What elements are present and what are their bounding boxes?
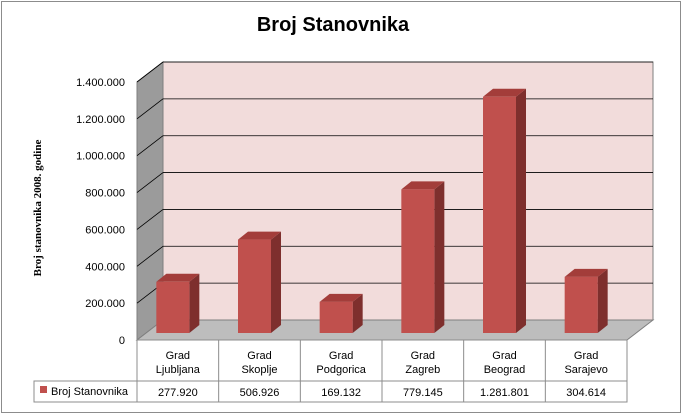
chart-title: Broj Stanovnika: [257, 14, 410, 36]
bar-side: [352, 293, 363, 333]
category-label: Grad: [574, 350, 598, 362]
y-tick-label: 1.000.000: [76, 151, 125, 163]
category-label: Grad: [166, 350, 190, 362]
gridline-side: [136, 172, 164, 193]
value-label: 506.926: [240, 387, 280, 399]
bar-top: [483, 88, 526, 97]
y-axis-label: Broj stanovnika 2008. godine: [32, 140, 44, 277]
value-label: 277.920: [158, 387, 198, 399]
bars: [156, 88, 608, 334]
y-tick-label: 1.400.000: [76, 77, 125, 89]
bar-side: [434, 181, 445, 333]
y-tick-label: 1.200.000: [76, 114, 125, 126]
value-label: 304.614: [566, 387, 606, 399]
bar-top: [564, 268, 608, 277]
y-tick-label: 200.000: [85, 298, 125, 310]
bar-side: [189, 273, 200, 333]
category-label: Grad: [492, 350, 516, 362]
bar-side: [597, 268, 608, 333]
category-label: Skoplje: [241, 364, 277, 376]
y-tick-label: 800.000: [85, 188, 125, 200]
legend-label: Broj Stanovnika: [51, 386, 129, 398]
bar: [483, 96, 516, 334]
category-label: Podgorica: [316, 364, 366, 376]
bar: [319, 301, 353, 333]
category-label: Grad: [411, 350, 435, 362]
bar-side: [516, 88, 526, 334]
bar: [401, 189, 435, 333]
gridline-side: [136, 209, 164, 230]
gridline-side: [136, 98, 164, 120]
category-label: Grad: [247, 350, 271, 362]
category-label: Zagreb: [405, 364, 440, 376]
bar-top: [401, 181, 445, 190]
legend-cell: [33, 380, 138, 403]
bar-top: [156, 273, 200, 282]
y-tick-label: 0: [119, 335, 125, 347]
gridline-side: [136, 61, 164, 83]
bar: [156, 281, 190, 333]
gridline-side: [136, 135, 164, 157]
bar: [238, 239, 271, 333]
legend-swatch: [40, 386, 47, 393]
y-tick-label: 400.000: [85, 261, 125, 273]
bar-side: [271, 231, 281, 333]
y-axis-ticks: 0 200.000 400.000 600.000 800.000 1.000.000 1.…: [76, 77, 125, 347]
bar: [564, 276, 598, 333]
bar-top: [238, 231, 281, 240]
category-label: Grad: [329, 350, 353, 362]
category-label: Beograd: [484, 364, 526, 376]
value-label: 779.145: [403, 387, 443, 399]
data-table: Grad Ljubljana 277.920 Grad Skoplje 506.926 Gr…: [33, 339, 628, 403]
value-label: 169.132: [321, 387, 361, 399]
bar-top: [319, 293, 363, 302]
category-label: Ljubljana: [156, 364, 201, 376]
gridline-side: [136, 245, 164, 267]
category-label: Sarajevo: [564, 364, 607, 376]
y-tick-label: 600.000: [85, 224, 125, 236]
value-label: 1.281.801: [480, 387, 529, 399]
